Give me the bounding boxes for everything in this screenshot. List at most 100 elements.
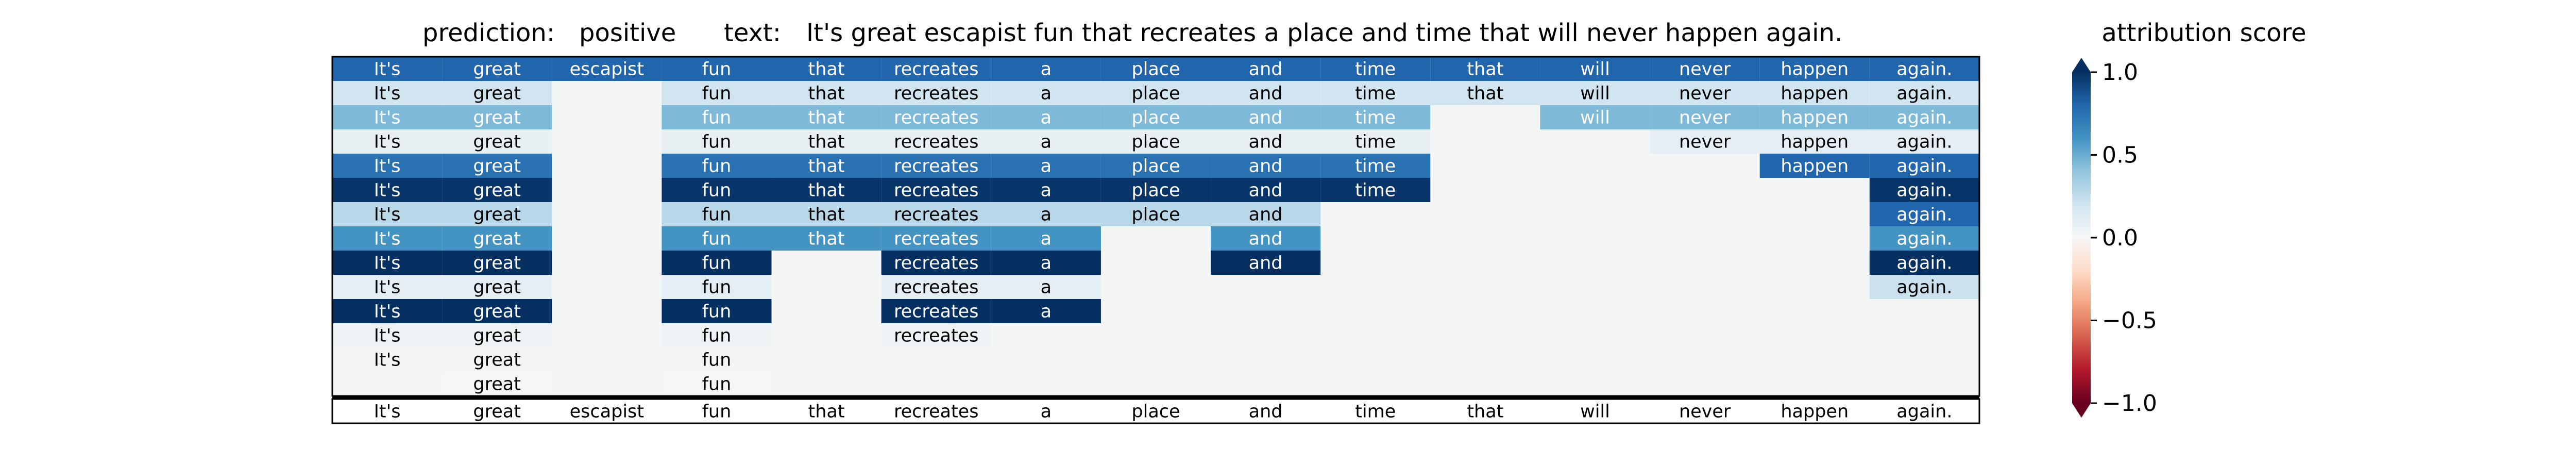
baseline-token-label: that <box>808 402 845 422</box>
heatmap-cell <box>442 81 552 105</box>
colorbar-tick-label: −0.5 <box>2102 308 2157 334</box>
heatmap-cell <box>442 275 552 299</box>
text-label: text: <box>724 19 781 47</box>
cell-token-label: again. <box>1896 108 1952 128</box>
heatmap-cell <box>1100 105 1211 129</box>
cell-token-label: and <box>1249 59 1283 80</box>
cell-token-label: a <box>1041 108 1052 128</box>
heatmap-cell <box>1100 81 1211 105</box>
heatmap-cell <box>442 154 552 178</box>
heatmap-cell <box>662 154 772 178</box>
cell-token-label: a <box>1041 253 1052 274</box>
baseline-token-label: a <box>1041 402 1052 422</box>
cell-token-label: and <box>1249 229 1283 250</box>
heatmap-cell <box>1211 81 1321 105</box>
heatmap-cell <box>552 57 662 81</box>
heatmap-cell <box>1320 57 1431 81</box>
heatmap-cell <box>332 251 443 275</box>
heatmap-cell <box>771 129 882 154</box>
cell-token-label: again. <box>1896 59 1952 80</box>
heatmap-cell <box>881 178 991 202</box>
cell-token-label: recreates <box>894 326 979 346</box>
cell-token-label: great <box>473 132 521 153</box>
cell-token-label: a <box>1041 59 1052 80</box>
heatmap-cell <box>1869 275 1979 299</box>
heatmap-cell <box>991 178 1101 202</box>
heatmap-cell <box>1869 251 1979 275</box>
heatmap-cell <box>662 57 772 81</box>
colorbar-bottom-extend <box>2072 403 2091 418</box>
baseline-token-label: again. <box>1896 402 1952 422</box>
heatmap-cell <box>1100 178 1211 202</box>
cell-token-label: again. <box>1896 132 1952 153</box>
cell-token-label: recreates <box>894 59 979 80</box>
cell-token-label: place <box>1131 84 1180 104</box>
heatmap-cell <box>1211 105 1321 129</box>
cell-token-label: It's <box>374 350 401 371</box>
cell-token-label: a <box>1041 180 1052 201</box>
cell-token-label: happen <box>1781 59 1849 80</box>
baseline-token-label: happen <box>1781 402 1849 422</box>
heatmap-cell <box>771 178 882 202</box>
cell-token-label: time <box>1355 180 1396 201</box>
heatmap-cell <box>1430 81 1540 105</box>
cell-token-label: great <box>473 229 521 250</box>
cell-token-label: that <box>808 84 845 104</box>
cell-token-label: a <box>1041 205 1052 225</box>
cell-token-label: time <box>1355 156 1396 177</box>
cell-token-label: again. <box>1896 156 1952 177</box>
cell-token-label: fun <box>702 156 732 177</box>
heatmap-cell <box>442 323 552 347</box>
heatmap-cell <box>662 323 772 347</box>
cell-token-label: happen <box>1781 132 1849 153</box>
cell-token-label: recreates <box>894 180 979 201</box>
heatmap-grid: It's great escapist fun that recreates a place a… <box>331 56 1980 397</box>
heatmap-cell <box>1540 81 1650 105</box>
cell-token-label: again. <box>1896 84 1952 104</box>
heatmap-cell <box>662 178 772 202</box>
prediction-value: positive <box>579 19 676 47</box>
cell-token-label: It's <box>374 205 401 225</box>
heatmap-cell <box>662 251 772 275</box>
cell-token-label: that <box>808 156 845 177</box>
cell-token-label: that <box>808 180 845 201</box>
heatmap-cell <box>1211 251 1321 275</box>
heatmap-cell <box>662 202 772 226</box>
baseline-token-label: recreates <box>894 402 979 422</box>
heatmap-cell <box>1100 129 1211 154</box>
cell-token-label: place <box>1131 132 1180 153</box>
heatmap-cell <box>1540 57 1650 81</box>
heatmap-cell <box>881 129 991 154</box>
baseline-token-label: great <box>473 402 521 422</box>
cell-token-label: place <box>1131 180 1180 201</box>
cell-token-label: great <box>473 302 521 322</box>
heatmap-cell <box>771 154 882 178</box>
cell-token-label: fun <box>702 374 732 395</box>
baseline-token-label: fun <box>702 402 732 422</box>
heatmap-cell <box>1320 129 1431 154</box>
cell-token-label: that <box>808 132 845 153</box>
heatmap-cell <box>442 178 552 202</box>
cell-token-label: great <box>473 326 521 346</box>
heatmap-frame <box>331 56 1980 397</box>
cell-token-label: place <box>1131 156 1180 177</box>
heatmap-cell <box>332 299 443 323</box>
cell-token-label: recreates <box>894 229 979 250</box>
cell-token-label: a <box>1041 84 1052 104</box>
heatmap-cell <box>991 202 1101 226</box>
cell-token-label: again. <box>1896 253 1952 274</box>
colorbar-tick-label: 1.0 <box>2102 59 2138 86</box>
token-baseline-row: It's great escapist fun that recreates a place a… <box>331 396 1980 424</box>
heatmap-cell <box>662 299 772 323</box>
baseline-token-label: escapist <box>570 402 644 422</box>
cell-token-label: fun <box>702 132 732 153</box>
heatmap-cell <box>1430 57 1540 81</box>
baseline-token-label: will <box>1580 402 1610 422</box>
heatmap-cell <box>442 372 552 396</box>
cell-token-label: again. <box>1896 229 1952 250</box>
cell-token-label: happen <box>1781 108 1849 128</box>
heatmap-cell <box>442 299 552 323</box>
heatmap-cell <box>1869 154 1979 178</box>
cell-token-label: fun <box>702 108 732 128</box>
cell-token-label: that <box>808 229 845 250</box>
